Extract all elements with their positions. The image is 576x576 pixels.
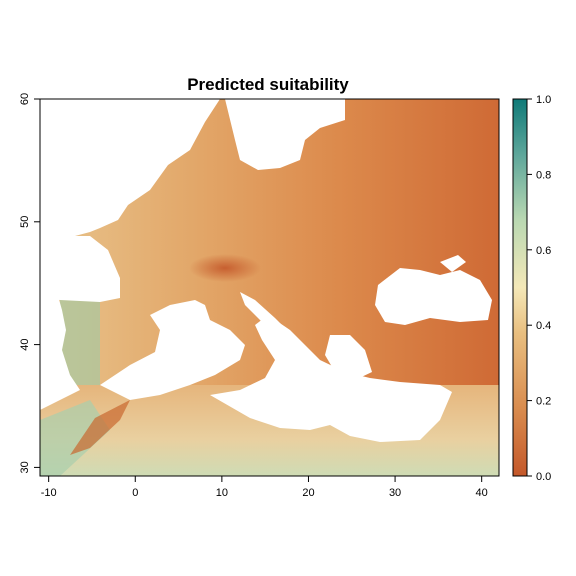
iberia-coast-zone	[60, 296, 100, 385]
map-title: Predicted suitability	[187, 75, 349, 94]
colorbar-tick-label: 0.8	[536, 169, 551, 181]
colorbar	[512, 98, 528, 477]
x-tick-label: 20	[302, 487, 314, 499]
x-axis: -10 0 10 20 30 40	[41, 476, 488, 499]
suitability-raster	[40, 99, 499, 476]
mediterranean-west	[100, 300, 245, 400]
y-tick-label: 50	[19, 216, 31, 228]
y-tick-label: 40	[19, 338, 31, 350]
atlantic-ocean	[40, 99, 80, 410]
y-tick-label: 30	[19, 461, 31, 473]
mediterranean-east	[210, 315, 452, 442]
x-tick-label: 40	[476, 487, 488, 499]
map-frame	[39, 98, 500, 477]
baltic-sea	[225, 99, 345, 170]
sea-of-azov	[440, 255, 466, 272]
black-sea	[375, 268, 492, 325]
morocco-coast-zone	[40, 400, 110, 476]
colorbar-tick-label: 0.4	[536, 320, 551, 332]
aegean-sea	[325, 335, 372, 380]
north-sea	[40, 99, 220, 240]
y-axis: 30 40 50 60	[19, 93, 40, 474]
x-tick-label: 10	[216, 487, 228, 499]
colorbar-tick-label: 0.2	[536, 396, 551, 408]
x-tick-label: -10	[41, 487, 57, 499]
adriatic-sea	[240, 292, 300, 352]
atlas-zone	[70, 400, 130, 455]
x-tick-label: 30	[389, 487, 401, 499]
alps-zone	[189, 254, 261, 282]
bay-of-biscay	[40, 236, 120, 302]
x-tick-label: 0	[132, 487, 138, 499]
colorbar-tick-label: 1.0	[536, 94, 551, 106]
colorbar-axis: 0.0 0.2 0.4 0.6 0.8 1.0	[527, 94, 551, 483]
y-tick-label: 60	[19, 93, 31, 105]
colorbar-tick-label: 0.6	[536, 245, 551, 257]
colorbar-tick-label: 0.0	[536, 471, 551, 483]
